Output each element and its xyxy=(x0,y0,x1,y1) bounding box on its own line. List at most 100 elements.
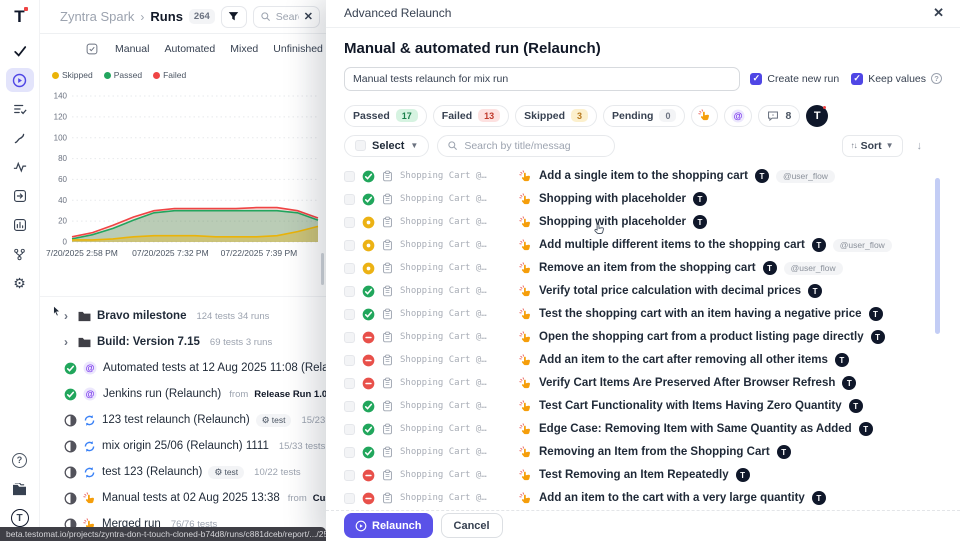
run-item[interactable]: test 123 (Relaunch) ⚙ test 10/22 tests xyxy=(40,459,326,485)
rail-item-report[interactable] xyxy=(6,213,34,237)
select-dropdown[interactable]: Select ▼ xyxy=(344,134,430,157)
tab-automated[interactable]: Automated xyxy=(164,43,216,55)
test-row[interactable]: Shopping Cart @… Test the shopping cart w… xyxy=(344,303,942,326)
assignee-avatar: T xyxy=(776,445,791,460)
test-tag: @user_flow xyxy=(783,261,843,275)
cancel-button[interactable]: Cancel xyxy=(440,513,503,539)
test-checkbox[interactable] xyxy=(344,308,355,320)
owner-filter-avatar[interactable]: T xyxy=(806,104,829,127)
chip-manual[interactable] xyxy=(691,104,719,127)
run-item[interactable]: 123 test relaunch (Relaunch) ⚙test 15/23 t… xyxy=(40,407,326,433)
run-item[interactable]: @ Automated tests at 12 Aug 2025 11:08 (R… xyxy=(40,355,326,381)
option-keep-values[interactable]: ✓ Keep values? xyxy=(851,72,942,85)
app-logo-icon[interactable]: T xyxy=(14,7,28,25)
rail-item-branch[interactable] xyxy=(6,242,34,266)
test-checkbox[interactable] xyxy=(344,193,355,205)
test-checkbox[interactable] xyxy=(344,492,355,504)
breadcrumb-project[interactable]: Zyntra Spark xyxy=(60,9,135,24)
runs-search-input[interactable]: Search [C ✕ xyxy=(252,5,320,28)
left-panel-scrollbar[interactable] xyxy=(321,253,324,285)
clipboard-icon xyxy=(382,239,393,251)
arrow-down-icon[interactable]: ↓ xyxy=(916,139,923,152)
select-all-checkbox[interactable] xyxy=(355,140,366,152)
run-item[interactable]: @ Jenkins run (Relaunch) from Release Run 1… xyxy=(40,381,326,407)
test-row[interactable]: Shopping Cart @… Removing an Item from th… xyxy=(344,441,942,464)
test-row[interactable]: Shopping Cart @… Test Removing an Item Re… xyxy=(344,464,942,487)
projects-button[interactable] xyxy=(6,477,34,501)
test-checkbox[interactable] xyxy=(344,469,355,481)
rail-item-gear[interactable]: ⚙ xyxy=(6,271,34,295)
checkbox-checked-icon[interactable]: ✓ xyxy=(750,72,763,85)
relaunch-options: ✓ Create new run ✓ Keep values? xyxy=(750,72,942,85)
svg-text:7/20/2025 2:58 PM: 7/20/2025 2:58 PM xyxy=(46,248,118,258)
svg-text:100: 100 xyxy=(54,133,68,142)
test-checkbox[interactable] xyxy=(344,170,355,182)
clipboard-icon xyxy=(382,193,393,205)
test-checkbox[interactable] xyxy=(344,216,355,228)
test-row[interactable]: Shopping Cart @… Add multiple different i… xyxy=(344,234,942,257)
account-avatar[interactable]: T xyxy=(6,506,34,530)
test-row[interactable]: Shopping Cart @… Test Cart Functionality … xyxy=(344,395,942,418)
legend-failed: Failed xyxy=(153,70,186,80)
test-row[interactable]: Shopping Cart @… Verify Cart Items Are Pr… xyxy=(344,372,942,395)
select-tasks-icon[interactable] xyxy=(86,43,98,55)
tests-search-input[interactable]: Search by title/messag xyxy=(437,134,616,157)
test-title: Add an item to the cart with a very larg… xyxy=(539,492,805,505)
test-row[interactable]: Shopping Cart @… Open the shopping cart f… xyxy=(344,326,942,349)
chip-automated[interactable]: @ xyxy=(724,104,753,127)
test-checkbox[interactable] xyxy=(344,331,355,343)
sort-button[interactable]: ↑↓ Sort ▼ xyxy=(841,134,903,157)
option-create-new-run[interactable]: ✓ Create new run xyxy=(750,72,840,85)
test-row[interactable]: Shopping Cart @… Shopping with placeholde… xyxy=(344,211,942,234)
test-checkbox[interactable] xyxy=(344,285,355,297)
run-item[interactable]: › Build: Version 7.15 69 tests 3 runs xyxy=(40,329,326,355)
filter-button[interactable] xyxy=(220,5,247,28)
modal-close-icon[interactable]: ✕ xyxy=(933,5,944,21)
chip-failed[interactable]: Failed 13 xyxy=(432,104,510,127)
rail-item-import[interactable] xyxy=(6,184,34,208)
checkbox-checked-icon[interactable]: ✓ xyxy=(851,72,864,85)
run-item[interactable]: › Bravo milestone 124 tests 34 runs xyxy=(40,303,326,329)
tests-scrollbar[interactable] xyxy=(935,177,940,334)
relaunch-button[interactable]: Relaunch xyxy=(344,513,433,539)
rail-item-list-check[interactable] xyxy=(6,97,34,121)
test-row[interactable]: Shopping Cart @… Remove an item from the … xyxy=(344,257,942,280)
rail-item-activity[interactable] xyxy=(6,155,34,179)
rail-item-check[interactable] xyxy=(6,39,34,63)
chip-comments[interactable]: 8 xyxy=(758,104,801,127)
clear-search-icon[interactable]: ✕ xyxy=(303,11,313,23)
rail-item-wand[interactable] xyxy=(6,126,34,150)
test-row[interactable]: Shopping Cart @… Verify total price calcu… xyxy=(344,280,942,303)
test-row[interactable]: Shopping Cart @… Shopping with placeholde… xyxy=(344,188,942,211)
chip-passed[interactable]: Passed 17 xyxy=(344,104,427,127)
tab-unfinished[interactable]: Unfinished xyxy=(273,43,323,55)
test-row[interactable]: Shopping Cart @… Add a single item to the… xyxy=(344,165,942,188)
run-name-input[interactable] xyxy=(344,66,741,91)
test-row[interactable]: Shopping Cart @… Add an item to the cart … xyxy=(344,487,942,510)
run-item[interactable]: Manual tests at 02 Aug 2025 13:38 from Cus… xyxy=(40,485,326,511)
test-row[interactable]: Shopping Cart @… Add an item to the cart … xyxy=(344,349,942,372)
chevron-right-icon[interactable]: › xyxy=(64,335,68,349)
rail-item-play-circle[interactable] xyxy=(5,68,34,92)
chip-skipped[interactable]: Skipped 3 xyxy=(515,104,598,127)
breadcrumb-section[interactable]: Runs xyxy=(150,9,183,24)
help-button[interactable]: ? xyxy=(6,448,34,472)
test-row[interactable]: Shopping Cart @… Edge Case: Removing Item… xyxy=(344,418,942,441)
chevron-right-icon[interactable]: › xyxy=(64,309,68,323)
test-checkbox[interactable] xyxy=(344,262,355,274)
chip-pending[interactable]: Pending 0 xyxy=(603,104,686,127)
test-checkbox[interactable] xyxy=(344,400,355,412)
run-meta: 76/76 tests xyxy=(170,518,218,530)
comment-icon xyxy=(767,110,779,122)
test-checkbox[interactable] xyxy=(344,377,355,389)
test-checkbox[interactable] xyxy=(344,446,355,458)
test-checkbox[interactable] xyxy=(344,354,355,366)
tab-manual[interactable]: Manual xyxy=(115,43,150,55)
run-item[interactable]: mix origin 25/06 (Relaunch) 1111 15/33 te… xyxy=(40,433,326,459)
clipboard-icon xyxy=(382,216,393,228)
tests-search-placeholder: Search by title/messag xyxy=(464,139,571,152)
test-checkbox[interactable] xyxy=(344,423,355,435)
tab-mixed[interactable]: Mixed xyxy=(230,43,259,55)
test-checkbox[interactable] xyxy=(344,239,355,251)
option-label: Create new run xyxy=(767,72,840,85)
